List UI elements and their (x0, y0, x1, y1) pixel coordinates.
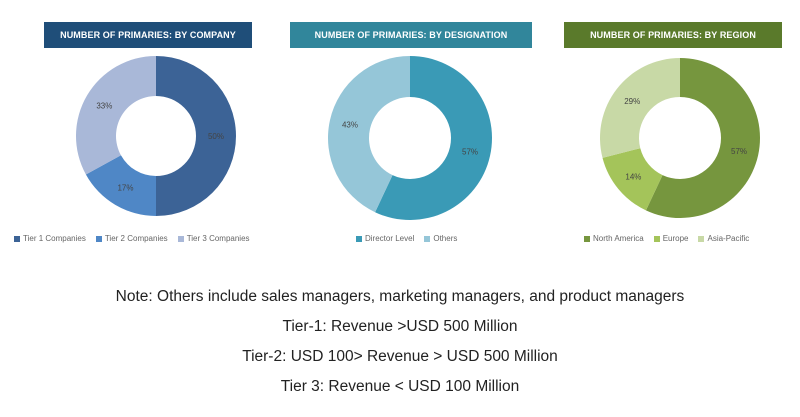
chart-panel-region: 57% 14% 29% NUMBER OF PRIMARIES: BY REGION… (540, 0, 800, 250)
legend-item: Asia-Pacific (698, 234, 749, 243)
legend-swatch (14, 235, 20, 242)
legend-item: Director Level (356, 234, 414, 243)
legend-company: Tier 1 Companies Tier 2 Companies Tier 3… (14, 234, 250, 243)
note-others-definition: Note: Others include sales managers, mar… (115, 288, 685, 305)
legend-label: Asia-Pacific (707, 234, 750, 243)
note-tier-3-definition: Tier 3: Revenue < USD 100 Million (280, 378, 520, 395)
donut-chart-designation: 57% 43% (327, 55, 492, 221)
legend-swatch (653, 235, 660, 242)
donut-slice-tier-1-companies (156, 56, 236, 216)
slice-percent-label: 57% (462, 147, 478, 156)
legend-label: Tier 2 Companies (104, 234, 168, 243)
donut-slice-europe (602, 148, 663, 211)
legend-item: Tier 2 Companies (95, 234, 168, 243)
donut-slice-others (327, 55, 410, 213)
legend-swatch (698, 235, 705, 242)
slice-percent-label: 29% (624, 97, 640, 106)
slice-percent-label: 50% (208, 132, 224, 141)
legend-item: Tier 3 Companies (177, 234, 250, 243)
legend-item: Others (424, 234, 457, 243)
legend-region: North America Europe Asia-Pacific (584, 234, 749, 243)
legend-item: Europe (653, 234, 689, 243)
legend-label: Director Level (365, 234, 415, 243)
footnotes: Note: Others include sales managers, mar… (0, 287, 800, 407)
slice-percent-label: 33% (96, 101, 112, 110)
note-tier-1-definition: Tier-1: Revenue >USD 500 Million (282, 318, 518, 335)
legend-swatch (584, 235, 590, 242)
donut-slice-director-level (375, 56, 492, 221)
slice-percent-label: 17% (117, 184, 133, 193)
chart-panel-company: 50% 17% 33% NUMBER OF PRIMARIES: BY COMPAN… (0, 0, 260, 250)
legend-swatch (95, 235, 102, 242)
slice-percent-label: 43% (342, 121, 358, 130)
slice-percent-label: 14% (625, 173, 641, 182)
legend-label: Tier 3 Companies (186, 234, 250, 243)
chart-title-company: NUMBER OF PRIMARIES: BY COMPANY (44, 22, 252, 48)
legend-swatch (177, 235, 184, 242)
legend-label: Others (433, 234, 458, 243)
chart-panel-designation: 57% 43% NUMBER OF PRIMARIES: BY DESIGNATI… (272, 0, 532, 250)
legend-item: North America (584, 234, 644, 243)
donut-chart-company: 50% 17% 33% (75, 56, 236, 217)
chart-title-designation: NUMBER OF PRIMARIES: BY DESIGNATION (290, 22, 532, 48)
legend-designation: Director Level Others (356, 234, 457, 243)
donut-slice-tier-2-companies (85, 155, 156, 217)
slice-percent-label: 57% (731, 147, 747, 156)
legend-item: Tier 1 Companies (14, 234, 86, 243)
legend-label: Tier 1 Companies (23, 234, 86, 243)
legend-swatch (424, 235, 431, 242)
legend-swatch (356, 235, 362, 242)
legend-label: Europe (662, 234, 689, 243)
chart-title-region: NUMBER OF PRIMARIES: BY REGION (564, 22, 782, 48)
legend-label: North America (593, 234, 644, 243)
note-tier-2-definition: Tier-2: USD 100> Revenue > USD 500 Milli… (242, 348, 558, 365)
donut-slice-tier-3-companies (75, 56, 156, 175)
donut-chart-region: 57% 14% 29% (600, 58, 760, 219)
donut-slice-north-america (645, 58, 760, 219)
donut-slice-asia-pacific (600, 58, 680, 158)
